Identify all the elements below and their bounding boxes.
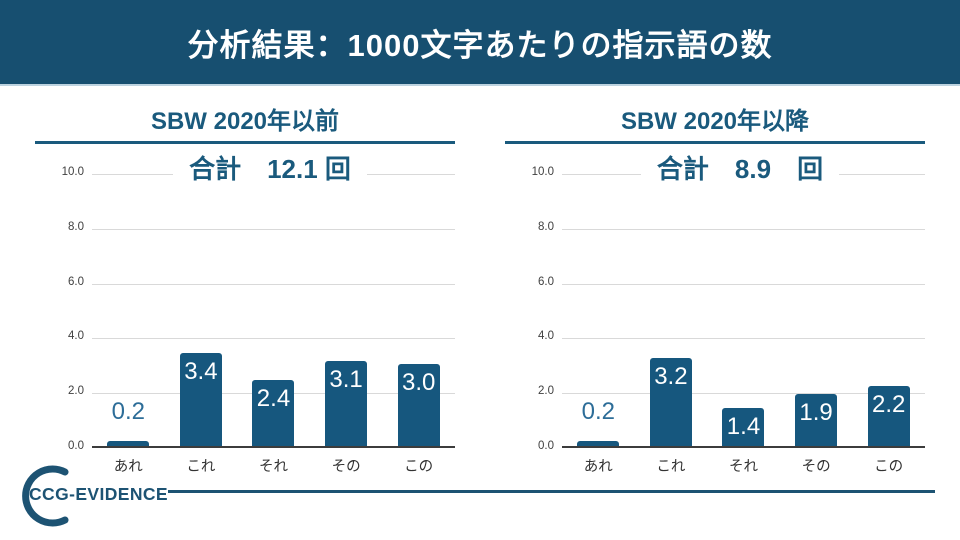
category-label: これ <box>656 459 686 475</box>
bars-container: 0.2 3.2 1.4 1.9 2.2 <box>562 174 925 446</box>
bar-slot: 2.4 <box>237 174 310 446</box>
category-label: それ <box>728 459 758 475</box>
bar-value-label: 1.4 <box>726 412 761 440</box>
chart-panel-before-2020: SBW 2020年以前 合計 12.1 回 0.2 3.4 2.4 3.1 3.0 0.… <box>30 95 470 490</box>
bar-あれ: 0.2 <box>577 398 620 446</box>
chart-panel-after-2020: SBW 2020年以降 合計 8.9 回 0.2 3.2 1.4 1.9 2.2 0.0… <box>500 95 940 490</box>
bar-value-label: 3.0 <box>401 368 436 396</box>
bar-これ: 3.4 <box>179 352 222 446</box>
gridline <box>562 393 925 395</box>
bars-container: 0.2 3.4 2.4 3.1 3.0 <box>92 174 455 446</box>
category-label: この <box>874 459 904 475</box>
gridline <box>92 338 455 340</box>
bar-slot: 0.2 <box>92 174 165 446</box>
chart-title: SBW 2020年以前 <box>150 108 340 135</box>
slide-title: 分析結果：1000文字あたりの指示語の数 <box>187 27 773 63</box>
total-row: 合計 12.1 回 <box>70 152 470 186</box>
bar-value-label: 3.2 <box>654 363 688 391</box>
y-axis-tick-label: 6.0 <box>538 275 554 288</box>
y-axis-tick-label: 8.0 <box>68 220 84 233</box>
x-axis-categories: あれ これ それ その この <box>92 455 455 476</box>
bar-slot: 0.2 <box>562 174 635 446</box>
bar-slot: 2.2 <box>852 174 925 446</box>
title-underline <box>35 141 455 144</box>
chart-title: SBW 2020年以降 <box>620 108 810 135</box>
bar-slot: 3.2 <box>635 174 708 446</box>
total-label: 合計 8.9 回 <box>640 152 840 186</box>
category-label: これ <box>186 459 216 475</box>
bar-slot: 3.4 <box>165 174 238 446</box>
logo-arc-icon <box>22 465 69 527</box>
bar-value-label: 3.4 <box>184 357 218 385</box>
bar-slot: 1.4 <box>707 174 780 446</box>
gridline <box>92 283 455 285</box>
gridline <box>562 338 925 340</box>
plot-area: 0.2 3.4 2.4 3.1 3.0 <box>92 174 455 448</box>
bar-それ: 1.4 <box>722 407 765 446</box>
bar-その: 1.9 <box>795 393 838 446</box>
bar-slot: 3.0 <box>382 174 455 446</box>
bar-それ: 2.4 <box>252 380 295 446</box>
y-axis-tick-label: 4.0 <box>68 330 84 343</box>
gridline <box>562 283 925 285</box>
bar-slot: 3.1 <box>310 174 383 446</box>
bar-value-label: 1.9 <box>799 398 833 426</box>
bar-その: 3.1 <box>325 361 368 446</box>
category-label: あれ <box>113 459 143 475</box>
y-axis-tick-label: 0.0 <box>538 440 554 452</box>
y-axis-tick-label: 10.0 <box>61 166 84 178</box>
category-label: その <box>331 459 361 475</box>
bar-value-label: 0.2 <box>581 397 615 425</box>
title-underline <box>505 141 925 144</box>
bar-slot: 1.9 <box>780 174 853 446</box>
total-row: 合計 8.9 回 <box>540 152 940 186</box>
gridline <box>92 228 455 230</box>
y-axis-tick-label: 4.0 <box>538 330 554 343</box>
bar-あれ: 0.2 <box>107 398 150 446</box>
category-label: この <box>404 459 434 475</box>
category-label: それ <box>258 459 288 475</box>
bar-value-label: 0.2 <box>111 397 145 425</box>
gridline <box>562 228 925 230</box>
bar-value-label: 2.2 <box>871 390 906 418</box>
y-axis-tick-label: 8.0 <box>538 220 554 233</box>
category-label: その <box>801 459 831 475</box>
total-label: 合計 12.1 回 <box>173 152 367 186</box>
bar-これ: 3.2 <box>649 358 692 446</box>
plot-area: 0.2 3.2 1.4 1.9 2.2 <box>562 174 925 448</box>
slide-header: 分析結果：1000文字あたりの指示語の数 <box>0 0 960 86</box>
footer-divider-line <box>168 490 935 493</box>
y-axis-tick-label: 2.0 <box>538 385 554 398</box>
bar-この: 3.0 <box>397 363 440 446</box>
y-axis-tick-label: 10.0 <box>531 166 554 178</box>
y-axis-tick-label: 6.0 <box>68 275 84 288</box>
bar-この: 2.2 <box>867 385 910 446</box>
y-axis-tick-label: 2.0 <box>68 385 84 398</box>
company-logo: CCG-EVIDENCE <box>13 461 183 531</box>
y-axis-tick-label: 0.0 <box>68 440 84 452</box>
category-label: あれ <box>583 459 613 475</box>
logo-text: CCG-EVIDENCE <box>29 484 168 504</box>
bar-value-label: 3.1 <box>329 366 363 394</box>
bar-value-label: 2.4 <box>256 385 291 413</box>
x-axis-categories: あれ これ それ その この <box>562 455 925 476</box>
